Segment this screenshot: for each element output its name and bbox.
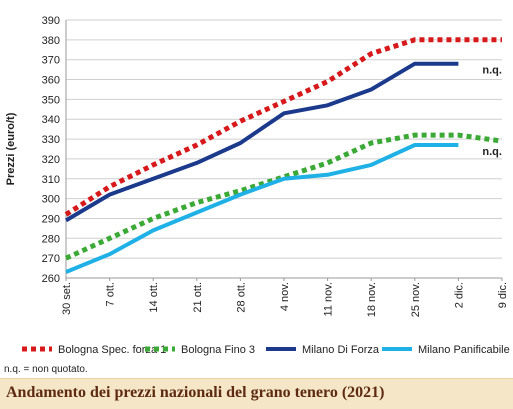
y-tick-label: 260 (42, 273, 60, 285)
y-tick-label: 380 (42, 35, 60, 47)
y-tick-label: 340 (42, 114, 60, 126)
series-lines (64, 37, 503, 274)
axes (65, 20, 502, 279)
x-tick-labels: 30 set. 7 ott. 14 ott. 21 ott. 28 ott. 4 nov.… (61, 278, 509, 317)
x-tick-label: 30 set. (61, 282, 73, 315)
x-tick-label: 21 ott. (192, 282, 204, 313)
series-line-3 (65, 143, 459, 274)
line-chart: 260 270 280 290 300 310 320 330 340 350 360 370 380 3… (5, 15, 510, 356)
chart-title: Andamento dei prezzi nazionali del grano… (6, 384, 385, 401)
nq-annotation: n.q. (482, 65, 502, 77)
series-line-2 (64, 61, 459, 223)
x-tick-label: 18 nov. (366, 282, 378, 317)
nq-annotation: n.q. (482, 146, 502, 158)
y-tick-label: 280 (42, 233, 60, 245)
x-tick-label: 2 dic. (453, 282, 465, 308)
series-line-1 (64, 132, 503, 261)
annotations: n.q. n.q. (482, 65, 502, 158)
x-tick-label: 7 ott. (105, 282, 117, 306)
y-tick-label: 360 (42, 75, 60, 87)
title-bar: Andamento dei prezzi nazionali del grano… (0, 378, 513, 409)
x-tick-label: 4 nov. (279, 282, 291, 311)
legend: Bologna Spec. forza 1 Bologna Fino 3 Milan… (22, 344, 510, 356)
y-tick-labels: 260 270 280 290 300 310 320 330 340 350 360 370 380 3… (42, 15, 60, 285)
y-axis-label: Prezzi (euro/t) (5, 112, 17, 185)
legend-label-1: Bologna Fino 3 (181, 344, 255, 356)
y-tick-label: 350 (42, 94, 60, 106)
y-tick-label: 320 (42, 154, 60, 166)
y-tick-label: 300 (42, 194, 60, 206)
x-tick-label: 25 nov. (410, 282, 422, 317)
y-tick-label: 330 (42, 134, 60, 146)
y-tick-label: 290 (42, 213, 60, 225)
y-tick-label: 390 (42, 15, 60, 27)
y-tick-label: 270 (42, 253, 60, 265)
x-tick-label: 14 ott. (148, 282, 160, 313)
series-line-0 (64, 37, 502, 217)
footnote: n.q. = non quotato. (4, 364, 88, 375)
grid-lines (66, 19, 502, 279)
x-tick-label: 9 dic. (497, 282, 509, 308)
y-tick-label: 310 (42, 174, 60, 186)
x-tick-label: 28 ott. (235, 282, 247, 313)
y-tick-label: 370 (42, 55, 60, 67)
legend-label-0: Bologna Spec. forza 1 (58, 344, 166, 356)
legend-label-3: Milano Panificabile (418, 344, 510, 356)
legend-label-2: Milano Di Forza (302, 344, 380, 356)
x-tick-label: 11 nov. (323, 282, 335, 316)
